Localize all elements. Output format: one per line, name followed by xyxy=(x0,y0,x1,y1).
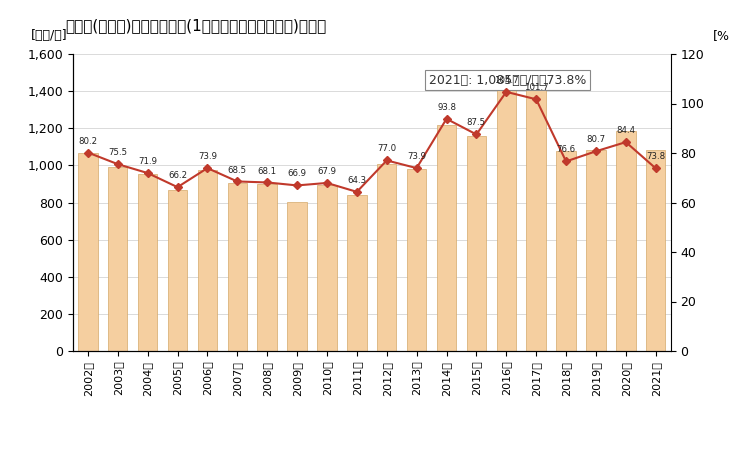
Bar xyxy=(347,195,367,351)
Legend: 1人当たり粗付加価値額（左軸）, 対全国比（右軸）（右軸）: 1人当たり粗付加価値額（左軸）, 対全国比（右軸）（右軸） xyxy=(222,447,522,450)
Text: 80.7: 80.7 xyxy=(586,135,606,144)
Bar xyxy=(287,202,307,351)
Text: 66.2: 66.2 xyxy=(168,171,187,180)
Text: 71.9: 71.9 xyxy=(138,157,157,166)
Bar xyxy=(317,185,337,351)
Text: 76.6: 76.6 xyxy=(556,145,576,154)
Text: 80.2: 80.2 xyxy=(78,136,98,145)
Bar xyxy=(168,190,187,351)
Text: 2021年: 1,085万円/人，73.8%: 2021年: 1,085万円/人，73.8% xyxy=(429,74,586,87)
Text: 66.9: 66.9 xyxy=(287,170,307,179)
Text: 73.9: 73.9 xyxy=(198,152,217,161)
Text: 77.0: 77.0 xyxy=(377,144,397,153)
Text: 104.7: 104.7 xyxy=(494,76,518,85)
Bar xyxy=(108,167,128,351)
Bar xyxy=(198,170,217,351)
Text: [%]: [%] xyxy=(712,29,729,42)
Text: 73.8: 73.8 xyxy=(646,153,666,162)
Text: [万円/人]: [万円/人] xyxy=(31,29,68,42)
Bar xyxy=(526,84,546,351)
Text: 87.5: 87.5 xyxy=(467,118,486,127)
Bar xyxy=(227,183,247,351)
Text: 84.4: 84.4 xyxy=(616,126,636,135)
Bar xyxy=(437,126,456,351)
Text: 67.9: 67.9 xyxy=(317,167,337,176)
Bar xyxy=(646,149,666,351)
Bar xyxy=(78,153,98,351)
Bar xyxy=(496,71,516,351)
Text: 101.7: 101.7 xyxy=(524,83,548,92)
Bar xyxy=(407,169,426,351)
Text: 73.9: 73.9 xyxy=(407,152,426,161)
Text: 68.5: 68.5 xyxy=(227,166,247,175)
Text: 68.1: 68.1 xyxy=(257,166,277,176)
Bar xyxy=(467,136,486,351)
Bar xyxy=(257,184,277,351)
Text: 64.3: 64.3 xyxy=(347,176,367,185)
Bar xyxy=(556,150,576,351)
Bar xyxy=(138,174,157,351)
Bar xyxy=(616,131,636,351)
Text: 75.5: 75.5 xyxy=(108,148,128,157)
Text: 東御市(長野県)の労働生産性(1人当たり粗付加価値額)の推移: 東御市(長野県)の労働生産性(1人当たり粗付加価値額)の推移 xyxy=(66,18,327,33)
Text: 93.8: 93.8 xyxy=(437,103,456,112)
Bar xyxy=(377,163,397,351)
Bar xyxy=(586,149,606,351)
